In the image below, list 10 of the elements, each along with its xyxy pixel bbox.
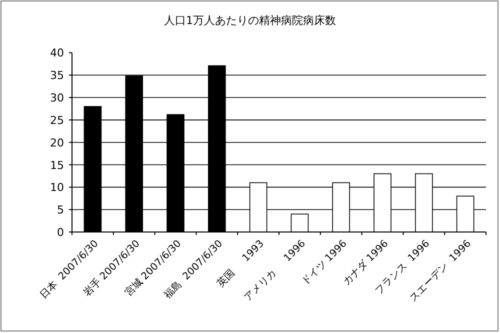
y-tick-label: 0 [57,226,64,239]
y-tick-label: 25 [50,114,64,127]
y-tick-label: 20 [50,136,64,150]
y-tick-label: 40 [50,46,64,60]
y-tick-label: 10 [50,181,64,194]
chart-title: 人口1万人あたりの精神病院病床数 [164,14,336,27]
y-tick-label: 5 [57,204,64,217]
y-tick-label: 35 [50,69,64,82]
y-tick-label: 30 [50,92,64,105]
y-tick-label: 15 [50,158,64,172]
